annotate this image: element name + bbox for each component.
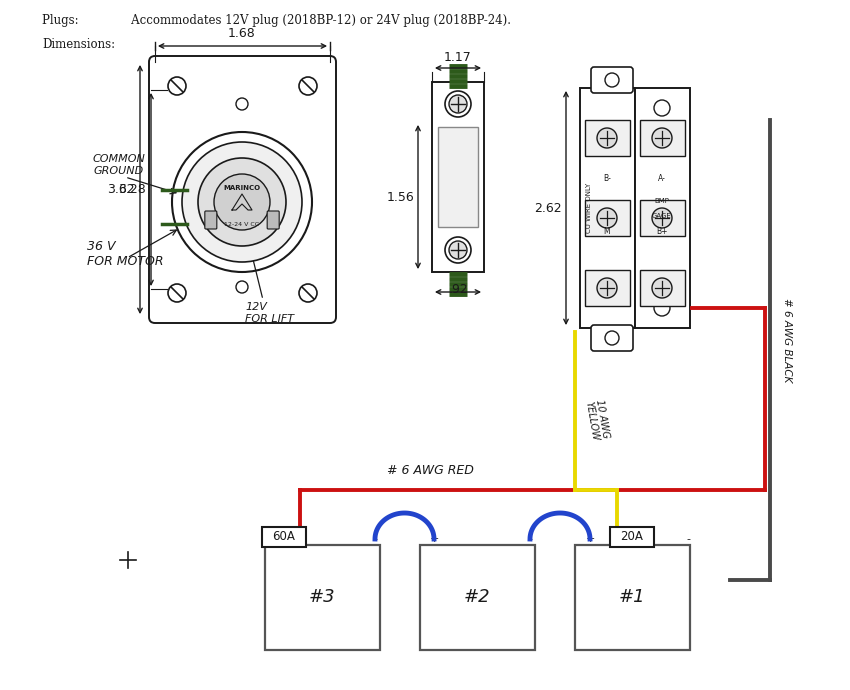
Text: GAGE: GAGE <box>652 213 672 219</box>
Circle shape <box>168 77 186 95</box>
Text: BMP: BMP <box>654 198 670 204</box>
Bar <box>640 120 685 156</box>
Text: Dimensions:: Dimensions: <box>42 38 115 51</box>
Text: +: + <box>429 534 439 544</box>
Circle shape <box>214 174 270 230</box>
Text: # 6 AWG BLACK: # 6 AWG BLACK <box>782 298 792 382</box>
Bar <box>438 127 478 227</box>
Text: 2.62: 2.62 <box>535 201 562 215</box>
Circle shape <box>605 331 619 345</box>
Bar <box>585 120 630 156</box>
Circle shape <box>445 237 471 263</box>
Circle shape <box>597 278 617 298</box>
Circle shape <box>172 132 312 272</box>
Text: 1.68: 1.68 <box>228 27 256 40</box>
Bar <box>640 270 685 306</box>
Text: #2: #2 <box>464 588 490 606</box>
Circle shape <box>168 284 186 302</box>
Text: #1: #1 <box>619 588 645 606</box>
Text: 1.56: 1.56 <box>386 190 414 204</box>
Bar <box>610 527 654 547</box>
Text: Plugs:              Accommodates 12V plug (2018BP-12) or 24V plug (2018BP-24).: Plugs: Accommodates 12V plug (2018BP-12)… <box>42 14 511 27</box>
Text: M: M <box>604 226 610 235</box>
Bar <box>580 88 635 328</box>
Text: 3.62: 3.62 <box>107 182 135 195</box>
Circle shape <box>182 142 302 262</box>
Circle shape <box>652 278 672 298</box>
Text: 1.17: 1.17 <box>444 51 472 64</box>
Circle shape <box>654 300 670 316</box>
Circle shape <box>198 158 286 246</box>
Text: B+: B+ <box>656 226 668 235</box>
Text: COMMON
GROUND: COMMON GROUND <box>93 154 146 175</box>
Text: 20A: 20A <box>620 531 643 544</box>
Bar <box>262 527 306 547</box>
Text: 3.28: 3.28 <box>118 182 146 195</box>
Circle shape <box>449 95 467 113</box>
Circle shape <box>449 241 467 259</box>
Circle shape <box>597 208 617 228</box>
Bar <box>640 200 685 236</box>
Circle shape <box>236 98 248 110</box>
Text: -: - <box>528 534 532 544</box>
FancyBboxPatch shape <box>267 211 279 229</box>
Circle shape <box>299 284 317 302</box>
Text: -: - <box>373 534 377 544</box>
Text: 60A: 60A <box>273 531 296 544</box>
Bar <box>585 200 630 236</box>
Text: B-: B- <box>603 173 611 182</box>
Text: +: + <box>586 534 595 544</box>
Circle shape <box>445 91 471 117</box>
Circle shape <box>236 281 248 293</box>
Bar <box>585 270 630 306</box>
FancyBboxPatch shape <box>591 325 633 351</box>
Text: .92: .92 <box>448 283 468 296</box>
Text: 36 V
FOR MOTOR: 36 V FOR MOTOR <box>87 240 163 268</box>
Circle shape <box>654 100 670 116</box>
FancyBboxPatch shape <box>205 211 217 229</box>
Text: MARINCO: MARINCO <box>224 185 261 191</box>
Text: +: + <box>275 534 285 544</box>
Text: 12V
FOR LIFT: 12V FOR LIFT <box>245 302 294 324</box>
Text: A-: A- <box>658 173 666 182</box>
Text: # 6 AWG RED: # 6 AWG RED <box>387 464 473 477</box>
Circle shape <box>597 128 617 148</box>
Circle shape <box>605 73 619 87</box>
Text: #3: #3 <box>309 588 335 606</box>
Text: CU WIRE ONLY: CU WIRE ONLY <box>586 183 592 233</box>
Text: 12-24 V CC: 12-24 V CC <box>224 221 259 226</box>
Bar <box>635 88 690 328</box>
Circle shape <box>652 208 672 228</box>
Bar <box>432 82 484 272</box>
Text: 10 AWG
YELLOW: 10 AWG YELLOW <box>583 399 611 442</box>
Text: -: - <box>686 534 690 544</box>
Circle shape <box>299 77 317 95</box>
FancyBboxPatch shape <box>591 67 633 93</box>
Bar <box>420 545 535 650</box>
FancyBboxPatch shape <box>149 56 336 323</box>
Bar <box>265 545 380 650</box>
Circle shape <box>652 128 672 148</box>
Bar <box>575 545 690 650</box>
